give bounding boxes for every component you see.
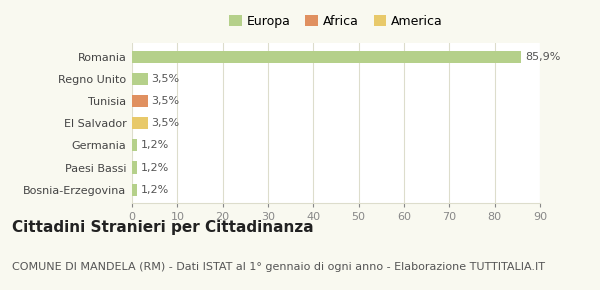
Text: 1,2%: 1,2%: [141, 162, 169, 173]
Text: Cittadini Stranieri per Cittadinanza: Cittadini Stranieri per Cittadinanza: [12, 220, 314, 235]
Bar: [132, 95, 148, 107]
Bar: [132, 162, 137, 174]
Text: 1,2%: 1,2%: [141, 185, 169, 195]
Text: COMUNE DI MANDELA (RM) - Dati ISTAT al 1° gennaio di ogni anno - Elaborazione TU: COMUNE DI MANDELA (RM) - Dati ISTAT al 1…: [12, 262, 545, 272]
Bar: [132, 73, 148, 85]
Bar: [132, 51, 521, 63]
Bar: [132, 139, 137, 151]
Text: 3,5%: 3,5%: [151, 74, 179, 84]
Text: 1,2%: 1,2%: [141, 140, 169, 151]
Text: 85,9%: 85,9%: [525, 52, 560, 62]
Text: 3,5%: 3,5%: [151, 118, 179, 128]
Legend: Europa, Africa, America: Europa, Africa, America: [229, 15, 443, 28]
Bar: [132, 184, 137, 196]
Bar: [132, 117, 148, 129]
Text: 3,5%: 3,5%: [151, 96, 179, 106]
